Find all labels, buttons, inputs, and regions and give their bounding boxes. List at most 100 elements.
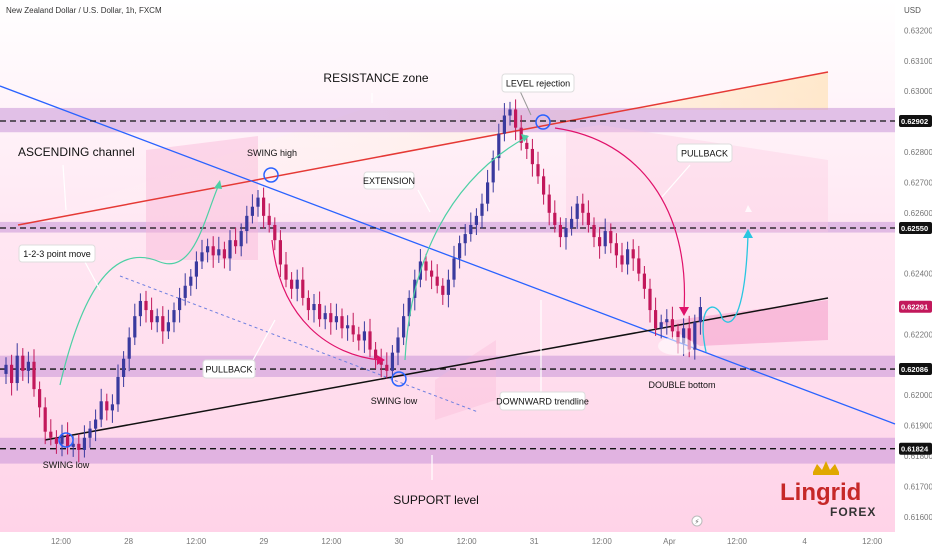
candle[interactable] xyxy=(262,187,266,229)
candle[interactable] xyxy=(480,193,484,229)
candle[interactable] xyxy=(458,235,462,269)
downward-trendline[interactable] xyxy=(0,85,896,425)
candle[interactable] xyxy=(183,273,187,306)
candle[interactable] xyxy=(654,297,658,336)
candle[interactable] xyxy=(469,212,473,242)
candle[interactable] xyxy=(245,205,249,244)
candle[interactable] xyxy=(519,115,523,151)
candle[interactable] xyxy=(659,314,663,339)
candle[interactable] xyxy=(26,351,30,384)
candle[interactable] xyxy=(239,223,243,257)
candle[interactable] xyxy=(502,103,506,142)
candle[interactable] xyxy=(323,305,327,330)
candle[interactable] xyxy=(206,238,210,263)
candle[interactable] xyxy=(150,297,154,330)
candle[interactable] xyxy=(586,200,590,233)
candle[interactable] xyxy=(430,260,434,290)
candle[interactable] xyxy=(122,351,126,387)
candle[interactable] xyxy=(553,200,557,233)
candle[interactable] xyxy=(161,306,165,344)
candle[interactable] xyxy=(284,252,288,288)
candle[interactable] xyxy=(558,217,562,248)
candle[interactable] xyxy=(575,196,579,229)
candle[interactable] xyxy=(138,293,142,327)
candle[interactable] xyxy=(474,208,478,235)
candle[interactable] xyxy=(222,241,226,269)
candle[interactable] xyxy=(66,422,70,455)
candle[interactable] xyxy=(693,314,697,360)
candle[interactable] xyxy=(15,343,19,391)
candle[interactable] xyxy=(88,421,92,448)
candle[interactable] xyxy=(312,293,316,323)
candle[interactable] xyxy=(491,150,495,193)
candle[interactable] xyxy=(77,433,81,463)
candle[interactable] xyxy=(525,135,529,159)
candle[interactable] xyxy=(334,303,338,330)
candle[interactable] xyxy=(396,327,400,366)
candle[interactable] xyxy=(290,272,294,299)
candle[interactable] xyxy=(508,101,512,126)
candle[interactable] xyxy=(530,138,534,177)
candle[interactable] xyxy=(424,253,428,281)
candle[interactable] xyxy=(54,430,58,454)
candle[interactable] xyxy=(127,327,131,372)
candle[interactable] xyxy=(178,287,182,323)
zone-resistance[interactable] xyxy=(0,107,895,133)
candle[interactable] xyxy=(598,227,602,259)
candle[interactable] xyxy=(346,315,350,341)
candle[interactable] xyxy=(234,227,238,254)
candle[interactable] xyxy=(497,123,501,171)
candle[interactable] xyxy=(49,419,53,446)
candle[interactable] xyxy=(60,424,64,457)
ascending-channel-upper-line[interactable] xyxy=(17,71,829,226)
candle[interactable] xyxy=(4,357,8,384)
candle[interactable] xyxy=(486,169,490,212)
candle[interactable] xyxy=(82,425,86,458)
candle[interactable] xyxy=(385,352,389,379)
candle[interactable] xyxy=(43,397,47,445)
candle[interactable] xyxy=(217,236,221,263)
candle[interactable] xyxy=(698,297,702,335)
candle[interactable] xyxy=(155,308,159,333)
candle[interactable] xyxy=(614,233,618,268)
candle[interactable] xyxy=(463,224,467,256)
lightning-event-icon[interactable] xyxy=(691,515,703,527)
candle[interactable] xyxy=(144,290,148,323)
candle[interactable] xyxy=(189,269,193,296)
candle[interactable] xyxy=(172,302,176,333)
candle[interactable] xyxy=(200,239,204,270)
candle[interactable] xyxy=(110,394,114,423)
candle[interactable] xyxy=(166,309,170,339)
candle[interactable] xyxy=(357,326,361,351)
zone-support[interactable] xyxy=(0,437,895,464)
candle[interactable] xyxy=(295,269,299,302)
candle[interactable] xyxy=(642,266,646,299)
zone-mid[interactable] xyxy=(0,221,895,233)
candle[interactable] xyxy=(21,348,25,381)
candle[interactable] xyxy=(38,381,42,418)
candle[interactable] xyxy=(340,308,344,339)
candle[interactable] xyxy=(368,318,372,358)
candle[interactable] xyxy=(581,193,585,226)
candle[interactable] xyxy=(446,269,450,308)
candle[interactable] xyxy=(211,236,215,268)
candle[interactable] xyxy=(228,230,232,271)
candle[interactable] xyxy=(10,354,14,396)
candle[interactable] xyxy=(116,364,120,412)
candle[interactable] xyxy=(542,168,546,205)
candle[interactable] xyxy=(609,223,613,254)
candle[interactable] xyxy=(329,303,333,335)
candle[interactable] xyxy=(564,217,568,250)
candle[interactable] xyxy=(256,190,260,217)
candle[interactable] xyxy=(402,303,406,346)
candle[interactable] xyxy=(631,239,635,271)
symbol-title[interactable]: New Zealand Dollar / U.S. Dollar, 1h, FX… xyxy=(6,6,162,15)
candle[interactable] xyxy=(514,99,518,141)
candle[interactable] xyxy=(250,194,254,224)
candle[interactable] xyxy=(637,245,641,282)
candle[interactable] xyxy=(626,241,630,275)
ascending-channel-lower-line[interactable] xyxy=(44,297,829,441)
candle[interactable] xyxy=(133,303,137,346)
candle[interactable] xyxy=(390,345,394,381)
